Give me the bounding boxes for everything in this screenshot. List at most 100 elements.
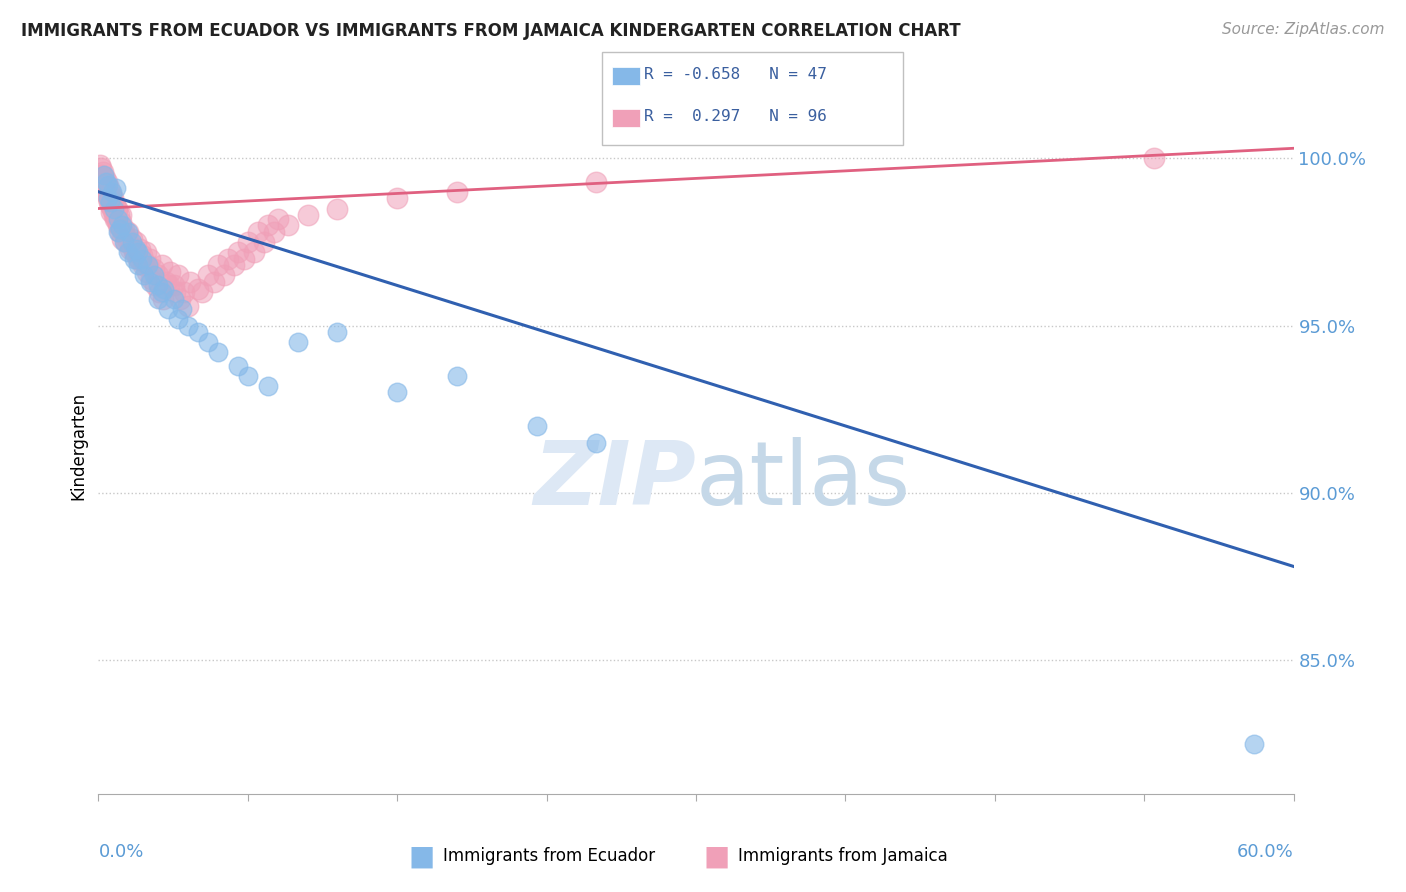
Point [153, 282, 176, 296]
Point [134, 255, 156, 269]
Point [120, 242, 142, 256]
Point [236, 368, 259, 383]
Text: ■: ■ [409, 842, 434, 871]
Point [267, 211, 290, 226]
Point [173, 285, 195, 300]
Point [120, 238, 142, 252]
Point [97, 194, 120, 209]
Point [226, 245, 249, 260]
Point [197, 335, 219, 350]
Point [152, 292, 174, 306]
Point [96, 175, 118, 189]
Point [163, 278, 186, 293]
Point [167, 312, 190, 326]
Text: ■: ■ [704, 842, 730, 871]
Point [143, 261, 166, 276]
Point [157, 278, 180, 293]
Point [117, 225, 139, 239]
Point [104, 211, 127, 226]
Point [97, 192, 120, 206]
Point [136, 259, 159, 273]
Text: 60.0%: 60.0% [1237, 843, 1294, 861]
Point [117, 225, 139, 239]
Point [121, 235, 143, 249]
Point [177, 318, 200, 333]
Point [585, 435, 607, 450]
Point [139, 275, 162, 289]
Text: Immigrants from Ecuador: Immigrants from Ecuador [443, 847, 655, 865]
Point [111, 232, 134, 246]
Point [110, 221, 132, 235]
Point [585, 175, 607, 189]
Point [287, 335, 309, 350]
Text: atlas: atlas [696, 437, 911, 524]
Point [155, 275, 177, 289]
Point [236, 235, 259, 249]
Y-axis label: Kindergarten: Kindergarten [69, 392, 87, 500]
Point [256, 379, 278, 393]
Point [136, 259, 159, 273]
Point [97, 192, 120, 206]
Point [96, 175, 118, 189]
Point [93, 178, 115, 193]
Point [111, 219, 134, 233]
Text: 0.0%: 0.0% [98, 843, 143, 861]
Point [150, 285, 173, 300]
Point [277, 219, 299, 233]
Point [128, 252, 150, 266]
Point [212, 268, 235, 283]
Point [124, 245, 146, 260]
Point [148, 292, 170, 306]
Point [217, 252, 239, 266]
Point [103, 192, 125, 206]
Text: R =  0.297   N = 96: R = 0.297 N = 96 [644, 110, 827, 124]
Point [177, 299, 200, 313]
Point [127, 245, 149, 260]
Point [124, 252, 146, 266]
Point [93, 165, 115, 179]
Text: Source: ZipAtlas.com: Source: ZipAtlas.com [1222, 22, 1385, 37]
Point [232, 252, 254, 266]
Point [125, 235, 148, 249]
Point [169, 292, 191, 306]
Point [263, 225, 285, 239]
Point [256, 219, 278, 233]
Point [107, 219, 129, 233]
Point [107, 219, 129, 233]
Point [150, 259, 173, 273]
Point [90, 161, 112, 176]
Point [129, 242, 152, 256]
Point [125, 242, 148, 256]
Point [163, 285, 186, 300]
Point [159, 265, 181, 279]
Point [98, 198, 122, 212]
Point [110, 225, 132, 239]
Point [246, 225, 269, 239]
Point [96, 185, 118, 199]
Point [112, 235, 135, 249]
Point [98, 181, 121, 195]
Point [143, 278, 166, 293]
Point [131, 252, 153, 266]
Point [107, 211, 129, 226]
Point [134, 268, 156, 283]
Point [526, 419, 548, 434]
Point [135, 245, 157, 260]
Point [131, 259, 153, 273]
Point [105, 181, 128, 195]
Point [143, 268, 166, 283]
Point [105, 202, 128, 216]
Point [326, 326, 349, 340]
Point [89, 158, 111, 172]
Point [1243, 737, 1265, 751]
Point [97, 178, 120, 193]
Point [202, 275, 225, 289]
Point [105, 202, 128, 216]
Point [110, 215, 132, 229]
Point [127, 259, 149, 273]
Point [115, 232, 138, 246]
Point [226, 359, 249, 373]
Point [94, 181, 117, 195]
Point [98, 194, 122, 209]
Point [139, 252, 162, 266]
